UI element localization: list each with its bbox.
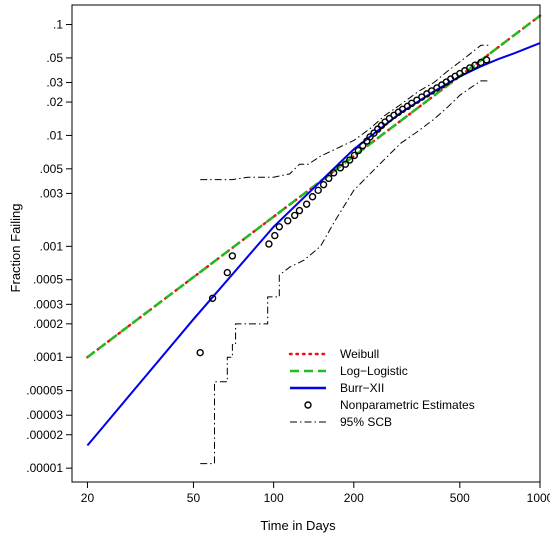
y-tick-label: .1 <box>53 18 63 32</box>
y-tick-label: .05 <box>46 51 63 65</box>
y-tick-label: .01 <box>46 128 63 142</box>
nonparametric-point <box>408 99 416 107</box>
nonparametric-point <box>366 133 374 141</box>
nonparametric-point <box>341 160 350 168</box>
nonparametric-point <box>319 180 328 189</box>
legend-label: Nonparametric Estimates <box>340 398 475 412</box>
log-logistic-line <box>86 14 541 359</box>
nonparametric-point <box>265 240 273 248</box>
nonparametric-point <box>196 348 204 357</box>
nonparametric-point <box>308 193 317 201</box>
y-axis: .1 .05 .03 .02 .01 .005 .003 .001 .0005 .0003 .000… <box>26 18 72 475</box>
x-tick-label: 500 <box>450 491 470 505</box>
scb-line <box>200 80 491 465</box>
nonparametric-point <box>208 294 217 302</box>
nonparametric-point <box>275 223 283 231</box>
nonparametric-point <box>418 93 426 101</box>
y-tick-label: .00005 <box>26 384 63 398</box>
nonparametric-point <box>223 268 232 277</box>
x-tick-label: 20 <box>81 491 95 505</box>
nonparametric-point <box>482 56 491 64</box>
legend-label: Log−Logistic <box>340 364 408 378</box>
nonparametric-point <box>314 186 322 195</box>
burr-xii-line <box>86 42 541 447</box>
nonparametric-point <box>370 129 378 137</box>
legend-marker <box>304 401 312 409</box>
scb-line <box>200 44 491 181</box>
y-tick-label: .0002 <box>33 317 63 331</box>
nonparametric-point <box>359 141 367 150</box>
legend-label: Burr−XII <box>340 381 384 395</box>
legend-label: Weibull <box>340 347 379 361</box>
nonparametric-point <box>471 61 479 69</box>
y-tick-label: .02 <box>46 95 63 109</box>
nonparametric-point <box>329 169 338 177</box>
nonparametric-point <box>302 200 311 208</box>
x-tick-label: 200 <box>344 491 364 505</box>
x-tick-label: 50 <box>187 491 201 505</box>
plot-content <box>86 14 542 465</box>
nonparametric-point <box>325 174 333 183</box>
x-axis-label: Time in Days <box>260 518 336 533</box>
y-tick-label: .03 <box>46 76 63 90</box>
legend: Weibull Log−Logistic Burr−XII Nonparametric… <box>288 347 475 429</box>
nonparametric-point <box>291 211 299 220</box>
nonparametric-point <box>354 146 363 155</box>
x-axis: 20 50 100 200 500 1000 <box>81 482 550 505</box>
nonparametric-point <box>284 217 292 225</box>
nonparametric-point <box>350 151 359 160</box>
nonparametric-point <box>381 118 389 126</box>
y-tick-label: .0005 <box>33 273 63 287</box>
nonparametric-point <box>345 156 354 164</box>
y-tick-label: .001 <box>40 239 64 253</box>
x-tick-label: 100 <box>264 491 284 505</box>
y-tick-label: .0001 <box>33 350 63 364</box>
y-tick-label: .00003 <box>26 408 63 422</box>
nonparametric-point <box>271 231 279 240</box>
nonparametric-point <box>374 125 382 133</box>
nonparametric-point <box>336 164 345 172</box>
nonparametric-point <box>228 252 237 260</box>
x-tick-label: 1000 <box>527 491 550 505</box>
y-axis-label: Fraction Failing <box>8 204 23 293</box>
y-tick-label: .00001 <box>26 461 63 475</box>
nonparametric-point <box>295 206 304 215</box>
y-tick-label: .00002 <box>26 428 63 442</box>
legend-label: 95% SCB <box>340 415 392 429</box>
y-tick-label: .003 <box>40 186 64 200</box>
y-tick-label: .0003 <box>33 297 63 311</box>
y-tick-label: .005 <box>40 162 64 176</box>
plot-frame <box>71 4 541 483</box>
